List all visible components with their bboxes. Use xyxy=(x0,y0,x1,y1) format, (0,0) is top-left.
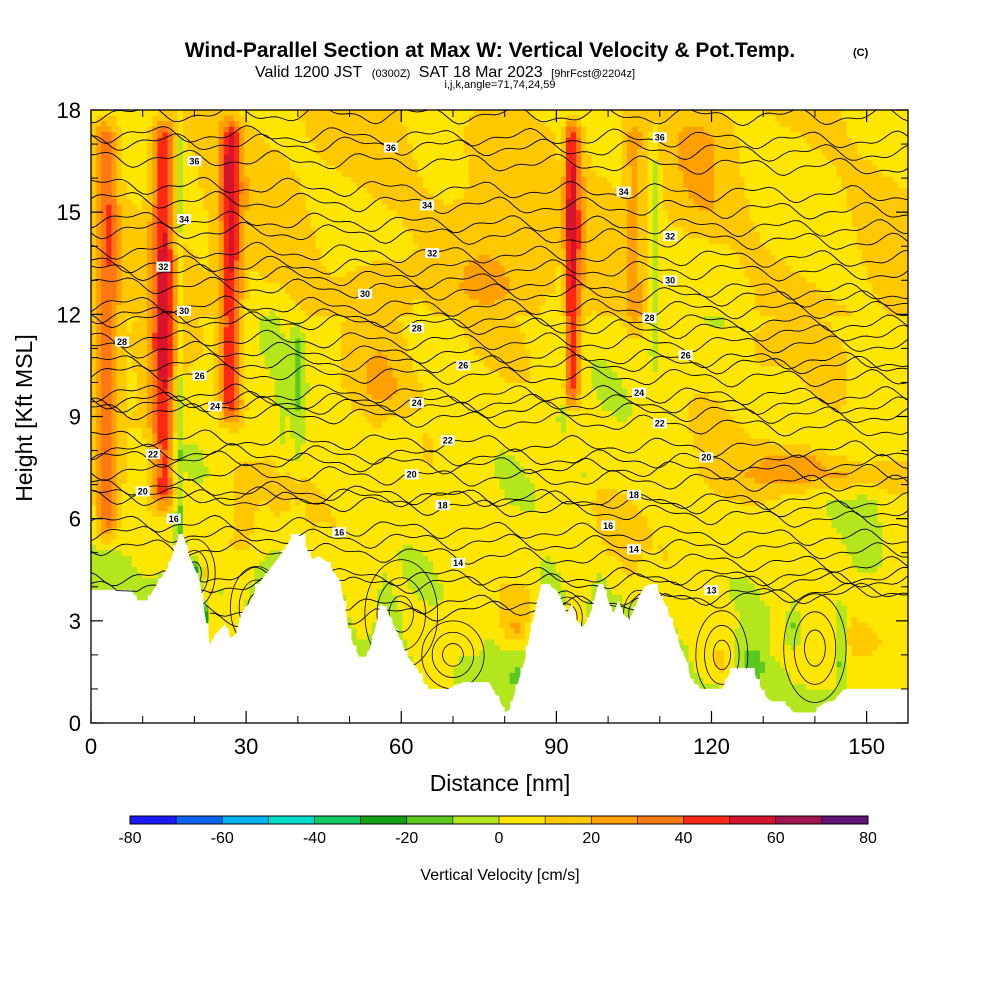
y-axis-label: Height [Kft MSL] xyxy=(11,334,37,501)
contour-label: 30 xyxy=(179,306,189,316)
colorbar-swatch xyxy=(222,816,269,824)
chart-title: Wind-Parallel Section at Max W: Vertical… xyxy=(185,39,796,62)
contour-label: 30 xyxy=(360,289,370,299)
y-tick-label: 3 xyxy=(69,609,81,634)
contour-label: 14 xyxy=(453,558,463,568)
contour-label: 16 xyxy=(334,528,344,538)
contour-label: 28 xyxy=(412,323,422,333)
x-tick-label: 0 xyxy=(85,734,97,759)
colorbar-swatch xyxy=(776,816,823,824)
contour-label: 24 xyxy=(412,398,422,408)
colorbar: -80 -60 -40 -20 0 20 40 60 80 xyxy=(118,816,877,847)
colorbar-tick-label: 40 xyxy=(675,830,693,847)
x-tick-label: 120 xyxy=(693,734,730,759)
colorbar-tick-label: 80 xyxy=(859,830,877,847)
contour-label: 36 xyxy=(386,143,396,153)
contour-label: 26 xyxy=(681,351,691,361)
contour-label: 32 xyxy=(665,231,675,241)
colorbar-tick-label: -60 xyxy=(211,830,234,847)
subtitle-valid: Valid 1200 JST xyxy=(255,64,363,81)
x-tick-label: 150 xyxy=(848,734,885,759)
colorbar-tick-label: 20 xyxy=(582,830,600,847)
contour-label: 18 xyxy=(629,490,639,500)
x-axis-label: Distance [nm] xyxy=(430,770,571,796)
colorbar-swatch xyxy=(361,816,408,824)
colorbar-swatch xyxy=(545,816,592,824)
subtitle-index: i,j,k,angle=71,74,24,59 xyxy=(444,79,555,91)
colorbar-swatch xyxy=(730,816,777,824)
contour-label: 20 xyxy=(701,453,711,463)
x-tick-label: 90 xyxy=(544,734,568,759)
colorbar-swatch xyxy=(499,816,546,824)
contour-label: 34 xyxy=(619,187,629,197)
colorbar-swatch xyxy=(637,816,684,824)
contour-label: 22 xyxy=(655,419,665,429)
colorbar-tick-label: 60 xyxy=(767,830,785,847)
subtitle-utc: (0300Z) xyxy=(372,68,411,80)
y-tick-label: 18 xyxy=(57,98,81,123)
contour-label: 30 xyxy=(665,276,675,286)
contour-label: 22 xyxy=(148,449,158,459)
colorbar-swatch xyxy=(822,816,869,824)
contour-label: 16 xyxy=(169,514,179,524)
contour-label: 26 xyxy=(195,371,205,381)
contour-label: 34 xyxy=(422,201,432,211)
y-tick-label: 15 xyxy=(57,200,81,225)
colorbar-label: Vertical Velocity [cm/s] xyxy=(420,867,579,884)
subtitle-forecast: [9hrFcst@2204z] xyxy=(551,68,635,80)
colorbar-swatch xyxy=(407,816,454,824)
y-tick-label: 12 xyxy=(57,302,81,327)
contour-label: 36 xyxy=(189,156,199,166)
contour-label: 20 xyxy=(138,487,148,497)
contour-label: 24 xyxy=(210,402,220,412)
contour-label: 16 xyxy=(603,521,613,531)
y-tick-label: 6 xyxy=(69,507,81,532)
colorbar-tick-label: 0 xyxy=(495,830,504,847)
x-tick-label: 30 xyxy=(234,734,258,759)
contour-label: 13 xyxy=(706,585,716,595)
contour-label: 36 xyxy=(655,133,665,143)
colorbar-swatch xyxy=(684,816,731,824)
contour-label: 32 xyxy=(427,248,437,258)
contour-label: 18 xyxy=(438,500,448,510)
contour-label: 24 xyxy=(634,388,644,398)
colorbar-swatch xyxy=(591,816,638,824)
colorbar-swatch xyxy=(315,816,362,824)
colorbar-tick-label: -80 xyxy=(118,830,141,847)
y-tick-label: 9 xyxy=(69,405,81,430)
contour-label: 34 xyxy=(179,214,189,224)
plot-area: 1213141416161618182020202222222424242626… xyxy=(91,105,909,723)
colorbar-tick-label: -40 xyxy=(303,830,326,847)
contour-label: 26 xyxy=(458,361,468,371)
contour-label: 28 xyxy=(644,313,654,323)
contour-label: 14 xyxy=(629,545,639,555)
y-tick-label: 0 xyxy=(69,711,81,736)
chart-title-tag: (C) xyxy=(853,47,869,59)
x-tick-label: 60 xyxy=(389,734,413,759)
colorbar-swatch xyxy=(176,816,223,824)
colorbar-swatch xyxy=(268,816,315,824)
contour-label: 22 xyxy=(443,436,453,446)
colorbar-swatch xyxy=(130,816,177,824)
colorbar-swatch xyxy=(453,816,500,824)
contour-label: 28 xyxy=(117,337,127,347)
contour-label: 32 xyxy=(158,262,168,272)
contour-label: 20 xyxy=(407,470,417,480)
colorbar-tick-label: -20 xyxy=(395,830,418,847)
